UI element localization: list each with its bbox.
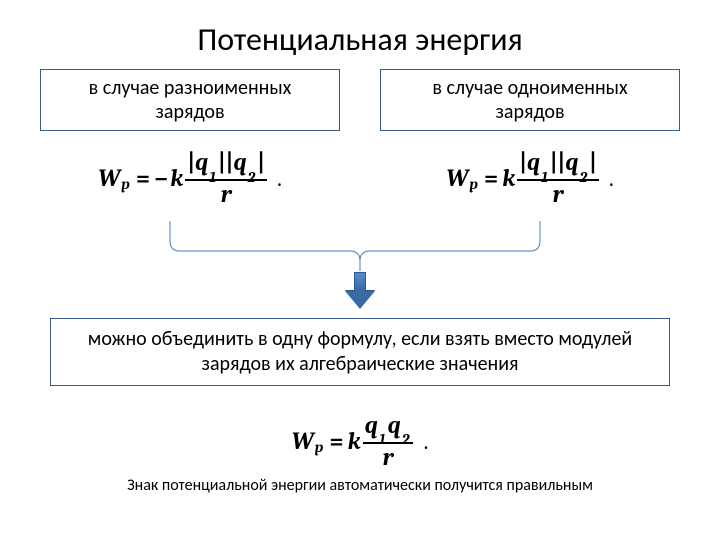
sym-p: p <box>121 175 130 193</box>
sym-k: k <box>502 164 515 192</box>
left-formula: Wp = −k |q1||q2| r . <box>98 149 282 208</box>
combine-box: можно объединить в одну формулу, если вз… <box>50 318 670 386</box>
right-formula: Wp = k |q1||q2| r . <box>446 149 614 208</box>
sym-q: q <box>233 148 246 176</box>
sub-1: 1 <box>209 168 216 186</box>
period: . <box>277 164 282 192</box>
sym-q: q <box>195 148 208 176</box>
sym-q: q <box>388 411 401 439</box>
sym-k: k <box>348 427 361 455</box>
sym-r: r <box>219 181 234 207</box>
abs-bar: | <box>519 148 527 176</box>
period: . <box>423 427 428 455</box>
sym-p: p <box>315 438 324 456</box>
right-fraction: |q1||q2| r <box>517 149 599 208</box>
arrow-wrap <box>0 272 720 312</box>
sym-neg: − <box>154 164 168 192</box>
page-title: Потенциальная энергия <box>0 0 720 69</box>
footnote: Знак потенциальной энергии автоматически… <box>0 476 720 495</box>
sym-q: q <box>527 148 540 176</box>
left-case-box: в случае разноименных зарядов <box>40 69 340 131</box>
sym-k: k <box>170 164 183 192</box>
abs-bar: | <box>589 148 597 176</box>
abs-bar: | <box>187 148 195 176</box>
sym-q: q <box>565 148 578 176</box>
combined-formula: Wp = k q1q2 r . <box>292 412 429 471</box>
combined-fraction: q1q2 r <box>363 412 414 471</box>
sym-eq: = <box>484 164 498 192</box>
period: . <box>609 164 614 192</box>
two-column-section: в случае разноименных зарядов Wp = −k |q… <box>0 69 720 208</box>
right-column: в случае одноименных зарядов Wp = k |q1|… <box>380 69 680 208</box>
sym-p: p <box>469 175 478 193</box>
right-case-box: в случае одноименных зарядов <box>380 69 680 131</box>
down-arrow-icon <box>345 272 375 312</box>
sym-eq: = <box>329 427 343 455</box>
abs-bar: | <box>257 148 265 176</box>
left-column: в случае разноименных зарядов Wp = −k |q… <box>40 69 340 208</box>
sub-2: 2 <box>402 430 410 448</box>
sym-q: q <box>365 411 378 439</box>
connector-lines <box>0 216 720 276</box>
sub-1: 1 <box>541 168 548 186</box>
abs-bar: | <box>218 148 226 176</box>
sub-1: 1 <box>379 430 386 448</box>
sub-2: 2 <box>580 168 588 186</box>
sub-2: 2 <box>248 168 256 186</box>
sym-r: r <box>551 181 566 207</box>
sym-W: W <box>292 427 314 455</box>
combined-formula-wrap: Wp = k q1q2 r . <box>0 394 720 471</box>
sym-eq: = <box>136 164 150 192</box>
abs-bar: | <box>550 148 558 176</box>
left-fraction: |q1||q2| r <box>185 149 267 208</box>
sym-W: W <box>446 164 468 192</box>
sym-W: W <box>98 164 120 192</box>
